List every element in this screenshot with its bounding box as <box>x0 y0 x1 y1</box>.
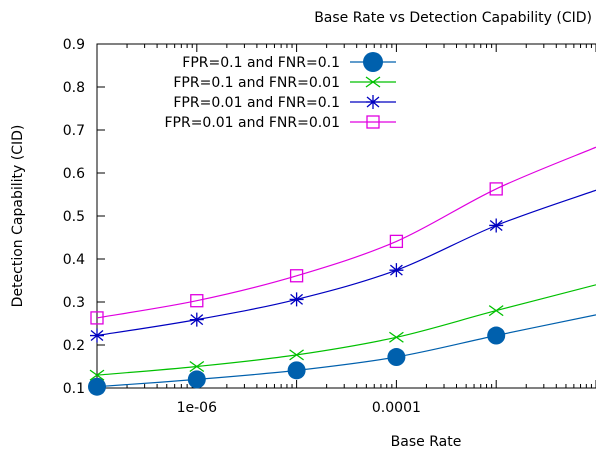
series-line <box>96 146 596 319</box>
y-tick-label: 0.8 <box>63 80 85 96</box>
series-line <box>96 314 596 388</box>
data-point <box>289 292 304 307</box>
legend-label: FPR=0.1 and FNR=0.01 <box>173 75 340 91</box>
data-point <box>289 269 304 283</box>
data-point <box>90 328 104 343</box>
y-axis-label: Detection Capability (CID) <box>10 125 26 308</box>
data-point <box>389 263 404 278</box>
data-point <box>89 369 105 381</box>
series <box>89 284 596 381</box>
data-point <box>88 377 106 396</box>
data-point <box>90 311 104 325</box>
legend-label: FPR=0.01 and FNR=0.01 <box>164 115 340 131</box>
y-tick-label: 0.6 <box>63 166 85 182</box>
y-tick-label: 0.3 <box>63 295 85 311</box>
data-point <box>189 360 205 373</box>
y-tick-label: 0.5 <box>63 209 85 225</box>
legend: FPR=0.1 and FNR=0.1 FPR=0.1 and FNR=0.01 F… <box>164 52 396 131</box>
y-tick-label: 0.7 <box>63 123 85 139</box>
x-tick-label: 1e-06 <box>177 400 217 416</box>
y-tick-label: 0.4 <box>63 252 85 268</box>
series <box>90 146 596 325</box>
data-point <box>287 361 306 380</box>
y-tick-label: 0.9 <box>63 37 85 53</box>
data-point <box>387 348 406 367</box>
legend-item: FPR=0.01 and FNR=0.1 <box>173 95 396 111</box>
legend-item: FPR=0.1 and FNR=0.01 <box>173 75 396 91</box>
chart-title: Base Rate vs Detection Capability (CID) <box>314 10 592 26</box>
series-line <box>96 189 596 337</box>
data-point <box>366 95 380 109</box>
legend-item: FPR=0.01 and FNR=0.01 <box>164 115 396 131</box>
legend-label: FPR=0.01 and FNR=0.1 <box>173 95 340 111</box>
series-line <box>96 284 596 376</box>
data-point <box>190 294 204 308</box>
data-point <box>487 326 506 345</box>
series <box>90 189 596 343</box>
plot-series <box>88 146 596 396</box>
series <box>88 314 596 396</box>
data-point <box>489 218 504 233</box>
data-point <box>289 349 304 361</box>
legend-item: FPR=0.1 and FNR=0.1 <box>182 52 396 72</box>
data-point <box>366 115 380 129</box>
data-point <box>187 370 206 389</box>
legend-label: FPR=0.1 and FNR=0.1 <box>182 55 340 71</box>
data-point <box>488 305 504 317</box>
x-axis-label: Base Rate <box>391 434 462 450</box>
data-point <box>389 331 404 343</box>
data-point <box>365 76 381 88</box>
y-tick-label: 0.1 <box>63 381 85 397</box>
data-point <box>489 182 503 196</box>
data-point <box>363 52 383 72</box>
data-point <box>389 234 404 249</box>
axes: 0.1 0.2 0.3 0.4 0.5 0.6 0.7 0.8 0.9 1e-06 0.0001 <box>63 37 596 416</box>
y-tick-label: 0.2 <box>63 338 85 354</box>
data-point <box>189 312 204 327</box>
x-tick-label: 0.0001 <box>372 400 421 416</box>
